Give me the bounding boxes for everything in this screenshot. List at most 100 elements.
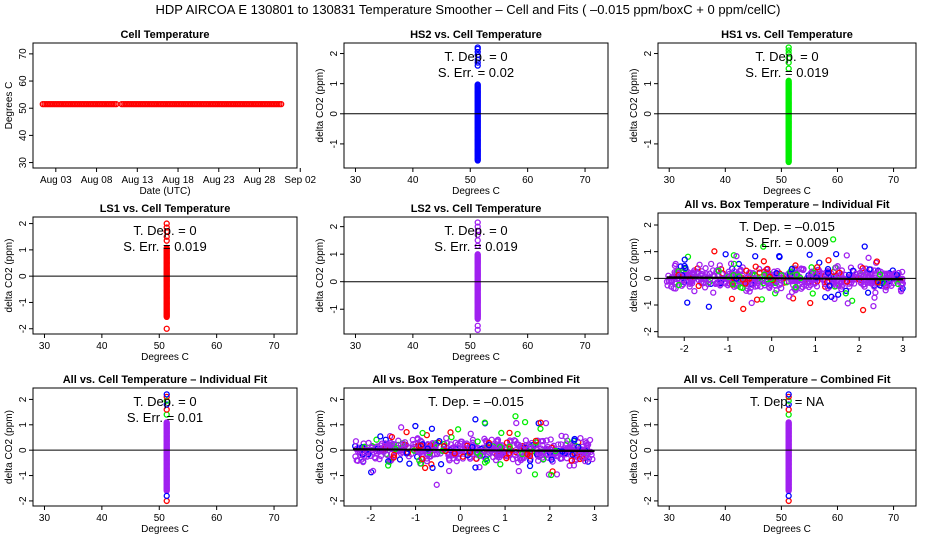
stack-point — [163, 220, 170, 227]
cloud-point — [371, 454, 378, 461]
cloud-point — [384, 451, 391, 459]
stack-point — [474, 231, 481, 239]
outlier-point — [515, 467, 522, 475]
panel-grid: Cell Temperature Aug 03 Aug 08 Aug 13 Aug 18… — [4, 29, 917, 535]
x-tick-label: -1 — [411, 513, 420, 524]
y-tick-label: 2 — [643, 222, 654, 228]
y-axis-label: delta CO2 (ppm) — [629, 69, 640, 143]
x-axis-label: Degrees C — [763, 524, 811, 535]
cloud-point — [569, 444, 576, 451]
outlier-point — [365, 439, 372, 447]
stack-point — [474, 322, 481, 329]
cloud-point — [446, 457, 453, 464]
outlier-point — [399, 440, 407, 447]
outlier-point — [398, 424, 405, 431]
stack-point — [163, 228, 170, 235]
y-tick-label: 0 — [643, 447, 654, 453]
x-tick-label: 50 — [776, 175, 788, 186]
outlier-point — [542, 419, 550, 427]
fit-annotation: T. Dep. = NA — [750, 394, 824, 409]
y-tick-label: 2 — [18, 220, 29, 226]
stack-point — [163, 397, 170, 404]
y-tick-label: -1 — [329, 139, 340, 148]
x-tick-label: 30 — [39, 513, 51, 524]
outlier-point — [548, 471, 555, 479]
stack-point — [474, 219, 481, 226]
y-tick-label: 2 — [329, 396, 340, 402]
x-tick-label: 30 — [664, 175, 676, 186]
stack-point — [163, 401, 170, 408]
outlier-point — [447, 429, 454, 436]
y-tick-label: 0 — [18, 447, 29, 453]
outlier-point — [776, 252, 783, 260]
outlier-point — [672, 260, 679, 268]
x-tick-label: 2 — [856, 344, 862, 355]
y-tick-label: 1 — [329, 422, 340, 428]
cloud-point — [492, 456, 500, 464]
stack-point — [474, 59, 481, 66]
cloud-point — [385, 441, 392, 448]
x-tick-label: 50 — [154, 513, 166, 524]
outlier-point — [681, 262, 688, 270]
stack-point — [785, 47, 792, 54]
figure-title: HDP AIRCOA E 130801 to 130831 Temperatur… — [156, 2, 781, 17]
y-tick-label: 0 — [643, 275, 654, 281]
cloud-point — [428, 461, 435, 468]
cloud-point — [765, 283, 772, 290]
plot-frame — [32, 42, 298, 169]
y-tick-label: 1 — [18, 422, 29, 428]
y-axis-label: delta CO2 (ppm) — [315, 410, 326, 484]
cloud-point — [792, 287, 799, 294]
fit-annotation: T. Dep. = –0.015 — [739, 219, 835, 234]
y-tick-label: -2 — [18, 324, 29, 333]
x-tick-label: 60 — [211, 513, 223, 524]
y-tick-label: -2 — [18, 496, 29, 505]
x-tick-label: 40 — [407, 175, 419, 186]
outlier-point — [445, 467, 453, 475]
panel-2: HS2 vs. Cell Temperature 30 40 50 60 70 -1 0 1 2 D… — [315, 29, 609, 197]
data-points — [163, 220, 170, 332]
cloud-point — [859, 265, 866, 272]
panel-title: All vs. Box Temperature – Individual Fit — [684, 199, 890, 211]
cloud-point — [571, 457, 578, 464]
outlier-point — [844, 300, 851, 307]
x-axis-label: Degrees C — [141, 524, 189, 535]
outlier-point — [718, 270, 726, 278]
plot-frame — [657, 42, 917, 169]
y-axis-label: Degrees C — [4, 82, 15, 130]
outlier-point — [715, 267, 722, 274]
y-axis-label: delta CO2 (ppm) — [629, 410, 640, 484]
x-tick-label: 3 — [900, 344, 906, 355]
x-tick-label: Aug 23 — [203, 175, 235, 186]
temperature-point — [278, 100, 285, 108]
outlier-point — [876, 271, 884, 278]
cloud-point — [453, 458, 460, 465]
outlier-point — [521, 418, 529, 426]
x-tick-label: -2 — [680, 344, 689, 355]
outlier-point — [766, 273, 773, 280]
x-tick-label: 3 — [592, 513, 598, 524]
x-tick-label: 0 — [458, 513, 464, 524]
stack-point — [163, 391, 170, 398]
y-axis-label: delta CO2 (ppm) — [629, 238, 640, 312]
outlier-point — [442, 447, 449, 455]
x-tick-label: 30 — [350, 341, 362, 352]
cloud-point — [714, 278, 722, 286]
x-tick-label: 50 — [154, 341, 166, 352]
outlier-point — [752, 263, 759, 270]
cloud-point — [485, 439, 493, 447]
x-tick-label: 40 — [720, 175, 732, 186]
outlier-point — [832, 250, 840, 258]
outlier-point — [419, 429, 426, 437]
fit-annotation: T. Dep. = 0 — [133, 223, 196, 238]
outlier-point — [403, 428, 410, 436]
cloud-point — [397, 450, 405, 457]
stack-point — [785, 44, 792, 51]
y-tick-label: 0 — [18, 273, 29, 279]
cloud-point — [547, 436, 554, 443]
outlier-point — [807, 299, 814, 307]
cloud-point — [678, 282, 685, 289]
panel-title: All vs. Cell Temperature – Individual Fi… — [63, 374, 268, 386]
y-tick-label: 1 — [329, 80, 340, 86]
outlier-point — [448, 434, 455, 441]
